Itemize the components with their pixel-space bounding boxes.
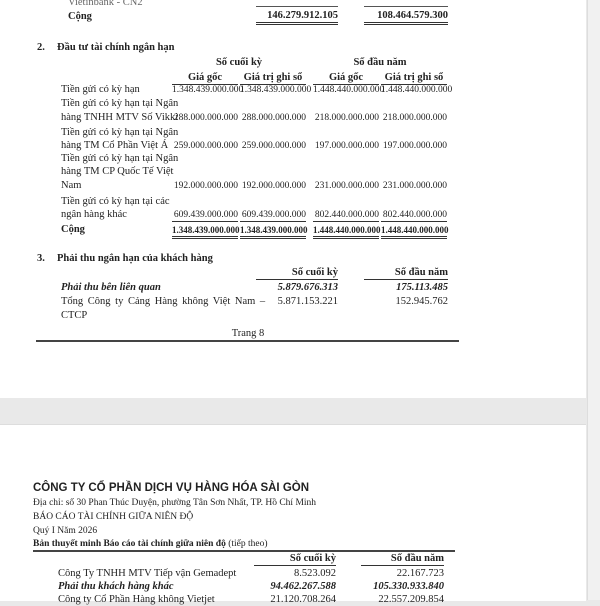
related-party-label: Phải thu bên liên quan [61,282,161,293]
total-label: Cộng [61,224,85,235]
header-begin-year: Số đầu năm [353,57,407,68]
cell: 1.348.439.000.000 [240,85,312,95]
cell: 21.120.708.264 [270,594,336,605]
header-end-period: Số cuối kỳ [256,267,338,280]
page-number: Trang 8 [231,328,265,339]
cell: 609.439.000.000 [172,210,238,222]
row-label: hàng TM CP Quốc Tế Việt [61,166,174,177]
cell: 1.348.439.000.000 [172,85,244,95]
row-label: Công ty Cổ Phần Hàng không Vietjet [58,594,215,605]
header-begin-year: Số đầu năm [364,267,448,280]
cell: 259.000.000.000 [173,141,238,151]
cell: 231.000.000.000 [314,181,379,191]
document-page-8: Vietinbank - CN2 Cộng 146.279.912.105 10… [0,0,586,398]
row-label: Tiền gửi có kỳ hạn tại Ngân [61,127,179,138]
header-end-period: Số cuối kỳ [215,57,263,68]
cell: 288.000.000.000 [241,113,306,123]
row-label: CTCP [61,310,88,321]
row-label: Tổng Công ty Cảng Hàng không Việt Nam – [61,296,266,307]
row-label: Phải thu khách hàng khác [58,581,174,592]
section3-number: 3. [37,253,45,264]
notes-title: Bản thuyết minh Báo cáo tài chính giữa n… [33,539,226,549]
cell: 105.330.933.840 [373,581,444,592]
cell: 1.448.440.000.000 [313,224,381,239]
cell: 152.945.762 [395,296,449,307]
footer-divider [36,340,459,342]
cell: 218.000.000.000 [314,113,379,123]
row-label: hàng TM Cổ Phần Việt Á [61,140,169,151]
cell: 8.523.092 [294,568,336,579]
cell: 218.000.000.000 [382,113,447,123]
header-end-period: Số cuối kỳ [254,553,336,566]
cell: 197.000.000.000 [382,141,447,151]
document-page-9: CÔNG TY CỔ PHẦN DỊCH VỤ HÀNG HÓA SÀI GÒN… [0,424,586,605]
subheader-book-value: Giá trị ghi sổ [381,72,447,85]
report-period: Quý I Năm 2026 [33,526,98,536]
cell: 802.440.000.000 [313,210,379,222]
section3-title: Phải thu ngắn hạn của khách hàng [57,253,213,264]
cell: 288.000.000.000 [173,113,238,123]
subheader-cost: Giá gốc [313,72,379,85]
subheader-cost: Giá gốc [172,72,238,85]
report-title: BÁO CÁO TÀI CHÍNH GIỮA NIÊN ĐỘ [33,512,194,522]
cell: 1.348.439.000.000 [240,224,308,239]
cash-total-begin: 108.464.579.300 [364,10,448,25]
row-label: Công Ty TNHH MTV Tiếp vận Gemadept [58,568,237,579]
row-label: Tiền gửi có kỳ hạn tại Ngân [61,98,179,109]
cell: 22.167.723 [396,568,444,579]
row-label: Nam [61,180,82,191]
section2-number: 2. [37,42,45,53]
header-divider [33,550,455,552]
cell: 22.557.209.854 [378,594,444,605]
cell: 1.348.439.000.000 [172,224,240,239]
company-address: Địa chỉ: số 30 Phan Thúc Duyện, phường T… [33,498,317,508]
row-label: Tiền gửi có kỳ hạn tại các [61,196,170,207]
cell: 1.448.440.000.000 [313,85,385,95]
cell: 197.000.000.000 [314,141,379,151]
cash-total-label: Cộng [68,11,92,22]
cell: 94.462.267.588 [270,581,336,592]
cell: 192.000.000.000 [173,181,238,191]
cell: 259.000.000.000 [241,141,306,151]
cash-row-vietinbank: Vietinbank - CN2 [68,0,143,8]
section2-title: Đầu tư tài chính ngắn hạn [57,42,175,53]
cell: 1.448.440.000.000 [381,85,453,95]
subheader-book-value: Giá trị ghi sổ [240,72,306,85]
row-label: hàng TNHH MTV Số Vikki [61,112,179,123]
cell: 192.000.000.000 [241,181,306,191]
cell: 5.871.153.221 [277,296,338,307]
row-label: Tiền gửi có kỳ hạn tại Ngân [61,153,179,164]
company-name: CÔNG TY CỔ PHẦN DỊCH VỤ HÀNG HÓA SÀI GÒN [33,482,310,494]
row-label: Tiền gửi có kỳ hạn [61,84,140,95]
cell: 802.440.000.000 [381,210,447,222]
scrollbar[interactable] [587,0,600,600]
cell: 1.448.440.000.000 [381,224,449,239]
cell: 175.113.485 [396,282,448,293]
row-label: ngân hàng khác [61,209,127,220]
header-begin-year: Số đầu năm [361,553,444,566]
cash-total-end: 146.279.912.105 [256,10,338,25]
notes-suffix: (tiếp theo) [228,539,268,549]
cell: 609.439.000.000 [240,210,306,222]
notes-heading: Bản thuyết minh Báo cáo tài chính giữa n… [33,538,268,550]
cell: 5.879.676.313 [277,282,338,293]
cell: 231.000.000.000 [382,181,447,191]
